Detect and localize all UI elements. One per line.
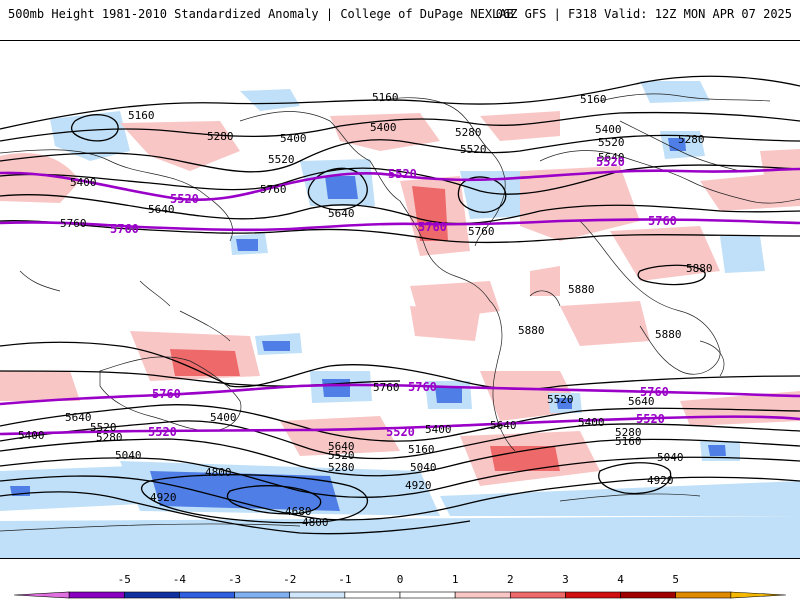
coastlines (0, 93, 800, 532)
color-scale-segment (454, 591, 511, 599)
contour-label: 5640 (328, 440, 355, 453)
contour-label: 5640 (148, 203, 175, 216)
highlight-contours (0, 167, 800, 436)
contour-label: 5520 (460, 143, 487, 156)
contour-label: 5520 (547, 393, 574, 406)
contour-label: 5280 (678, 133, 705, 146)
contour-label: 4920 (150, 491, 177, 504)
contour-label: 5520 (90, 421, 117, 434)
color-scale-tick-label: 2 (507, 573, 514, 586)
contour-label: 5760 (110, 222, 139, 236)
contour-label: 5880 (686, 262, 713, 275)
color-scale-tick-label: -1 (338, 573, 351, 586)
color-scale-segment (675, 591, 732, 599)
color-scale-bar (13, 591, 787, 599)
contour-label: 5040 (657, 451, 684, 464)
contour-label: 5520 (388, 167, 417, 181)
contour-label: 5280 (455, 126, 482, 139)
color-scale-tick-label: -3 (228, 573, 241, 586)
contour-label: 5520 (328, 449, 355, 462)
contour-label: 5640 (65, 411, 92, 424)
contour-label: 5880 (655, 328, 682, 341)
contour-label: 5880 (568, 283, 595, 296)
contour-label: 5520 (268, 153, 295, 166)
contour-label: 5760 (152, 387, 181, 401)
color-scale-tick-label: 0 (397, 573, 404, 586)
contour-label: 5160 (408, 443, 435, 456)
contour-label: 5760 (648, 214, 677, 228)
contour-label: 5040 (410, 461, 437, 474)
contour-label: 5160 (580, 93, 607, 106)
weather-map: 5160 5160 5160 5280 5280 5280 5400 5400 … (0, 40, 800, 559)
contour-label: 5280 (615, 426, 642, 439)
color-scale-segment (509, 591, 566, 599)
contour-label: 5640 (598, 151, 625, 164)
contour-label: 5400 (595, 123, 622, 136)
contour-label: 5520 (386, 425, 415, 439)
contour-label: 5160 (372, 91, 399, 104)
color-scale-tick-label: -5 (118, 573, 131, 586)
contour-label: 5520 (170, 192, 199, 206)
contour-label: 5160 (615, 435, 642, 448)
contour-label: 5400 (578, 416, 605, 429)
contour-label: 5160 (128, 109, 155, 122)
contour-label: 5760 (640, 385, 669, 399)
anomaly-shading (0, 81, 800, 558)
color-scale: -5 -4 -3 -2 -1 0 1 2 3 4 5 (0, 568, 800, 600)
contour-labels: 5160 5160 5160 5280 5280 5280 5400 5400 … (18, 91, 713, 529)
contour-label: 5280 (207, 130, 234, 143)
contour-label: 5760 (468, 225, 495, 238)
contour-label: 5040 (115, 449, 142, 462)
color-scale-ticks: -5 -4 -3 -2 -1 0 1 2 3 4 5 (118, 573, 679, 586)
color-scale-segment (620, 591, 677, 599)
contour-label: 4920 (405, 479, 432, 492)
contour-label: 5400 (370, 121, 397, 134)
contour-label: 4680 (285, 505, 312, 518)
contour-label: 5400 (425, 423, 452, 436)
color-scale-tick-label: -4 (173, 573, 187, 586)
color-scale-segment (344, 591, 401, 599)
contour-label: 5640 (628, 395, 655, 408)
color-scale-segment (234, 591, 291, 599)
contour-label: 5400 (280, 132, 307, 145)
contour-label: 5280 (96, 431, 123, 444)
color-scale-tick-label: 4 (617, 573, 624, 586)
contour-label: 5520 (598, 136, 625, 149)
contour-label: 5520 (148, 425, 177, 439)
contour-label: 5760 (373, 381, 400, 394)
color-scale-tick-label: 5 (672, 573, 679, 586)
contour-label: 5280 (328, 461, 355, 474)
color-scale-segment (730, 591, 787, 599)
contour-label: 5880 (518, 324, 545, 337)
map-title: 500mb Height 1981-2010 Standardized Anom… (8, 7, 514, 21)
color-scale-tick-label: -2 (283, 573, 296, 586)
contour-label: 4800 (205, 466, 232, 479)
color-scale-segment (399, 591, 456, 599)
contour-label: 5400 (70, 176, 97, 189)
valid-time: 06Z GFS | F318 Valid: 12Z MON APR 07 202… (495, 7, 792, 21)
contour-label: 5760 (408, 380, 437, 394)
contour-label: 5760 (60, 217, 87, 230)
color-scale-segment (565, 591, 621, 599)
contour-label: 5640 (490, 419, 517, 432)
contour-label: 5520 (636, 412, 665, 426)
color-scale-tick-label: 3 (562, 573, 569, 586)
contour-label: 5640 (328, 207, 355, 220)
color-scale-tick-label: 1 (452, 573, 459, 586)
contour-label: 4800 (302, 516, 329, 529)
color-scale-segment (68, 591, 125, 599)
height-contours (0, 75, 800, 535)
color-scale-segment (179, 591, 235, 599)
contour-label: 5760 (418, 220, 447, 234)
highlight-contour-labels: 5520 5520 5520 5760 5760 5760 5760 5760 … (110, 155, 677, 439)
contour-label: 5760 (260, 183, 287, 196)
contour-label: 5520 (596, 155, 625, 169)
color-scale-segment (123, 591, 180, 599)
color-scale-segment (289, 591, 346, 599)
color-scale-segment (13, 591, 70, 599)
contour-label: 4920 (647, 474, 674, 487)
contour-label: 5400 (210, 411, 237, 424)
contour-label: 5400 (18, 429, 45, 442)
